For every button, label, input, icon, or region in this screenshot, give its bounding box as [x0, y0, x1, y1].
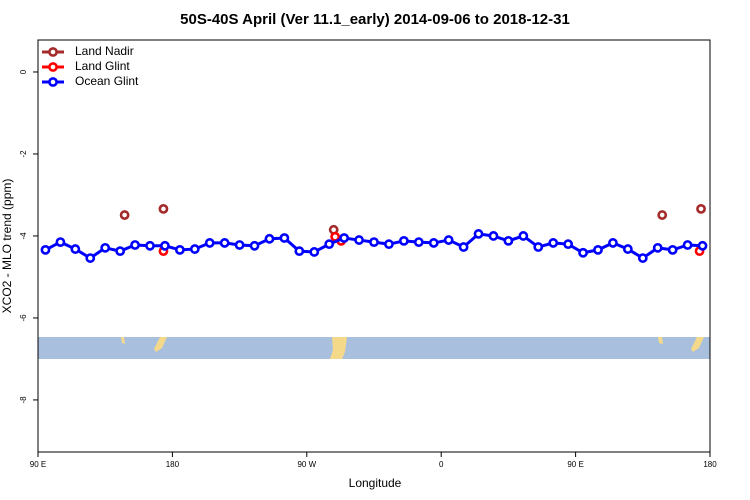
land-mask	[38, 337, 710, 359]
x-tick-label: 180	[703, 460, 717, 469]
point	[354, 235, 364, 245]
y-tick-label: -6	[19, 314, 28, 322]
land	[154, 337, 167, 352]
y-tick-label: 0	[19, 69, 28, 74]
point	[70, 244, 81, 254]
point	[115, 246, 126, 257]
point	[324, 239, 335, 250]
x-tick-label: 0	[439, 460, 444, 469]
point	[622, 244, 633, 254]
x-tick-label: 90 E	[30, 460, 46, 469]
x-tick-label: 90 E	[567, 460, 583, 469]
point	[264, 233, 275, 244]
legend-label: Land Nadir	[75, 44, 134, 58]
point	[130, 240, 140, 250]
point	[548, 238, 559, 248]
point	[667, 244, 678, 255]
point	[384, 239, 394, 250]
point	[160, 240, 170, 251]
point	[657, 210, 668, 220]
point	[294, 246, 305, 257]
point	[398, 235, 409, 246]
y-tick-label: -4	[19, 232, 28, 240]
point	[578, 247, 588, 258]
point	[682, 240, 693, 250]
point	[369, 237, 379, 248]
plot-frame	[37, 39, 711, 453]
point	[443, 235, 454, 245]
land	[121, 337, 125, 344]
point	[503, 235, 514, 246]
point	[158, 203, 169, 214]
land	[330, 337, 347, 359]
y-tick-label: -8	[19, 396, 28, 404]
legend-swatch	[48, 77, 58, 87]
point	[518, 231, 529, 241]
point	[309, 247, 320, 257]
land	[691, 337, 704, 352]
x-tick-label: 180	[166, 460, 180, 469]
point	[608, 238, 618, 248]
point	[249, 240, 260, 251]
point	[279, 233, 290, 243]
legend-swatch	[48, 47, 58, 57]
point	[204, 238, 215, 248]
point	[458, 242, 469, 252]
point	[413, 237, 424, 248]
point	[174, 244, 185, 255]
point	[100, 242, 111, 253]
point	[563, 239, 574, 250]
land	[658, 337, 663, 344]
point	[40, 244, 51, 255]
legend-swatch	[48, 62, 58, 72]
point	[652, 242, 663, 253]
point	[219, 238, 230, 248]
point	[593, 244, 603, 255]
legend-label: Ocean Glint	[75, 74, 139, 88]
y-axis-label: XCO2 - MLO trend (ppm)	[0, 179, 14, 314]
legend-label: Land Glint	[75, 59, 130, 73]
point	[55, 237, 66, 248]
chart-title: 50S-40S April (Ver 11.1_early) 2014-09-0…	[180, 11, 570, 28]
point	[428, 238, 439, 248]
point	[473, 229, 484, 239]
point	[145, 240, 155, 251]
point	[697, 240, 708, 251]
point	[189, 244, 200, 254]
point	[85, 253, 96, 263]
point	[119, 210, 130, 220]
point	[533, 242, 544, 252]
y-tick-label: -2	[19, 150, 28, 158]
x-axis-label: Longitude	[349, 476, 402, 490]
point	[696, 203, 706, 214]
point	[488, 231, 499, 241]
point	[234, 240, 245, 250]
point	[637, 253, 648, 263]
point	[339, 233, 350, 243]
ocean-strip	[38, 337, 710, 359]
x-tick-label: 90 W	[297, 460, 316, 469]
